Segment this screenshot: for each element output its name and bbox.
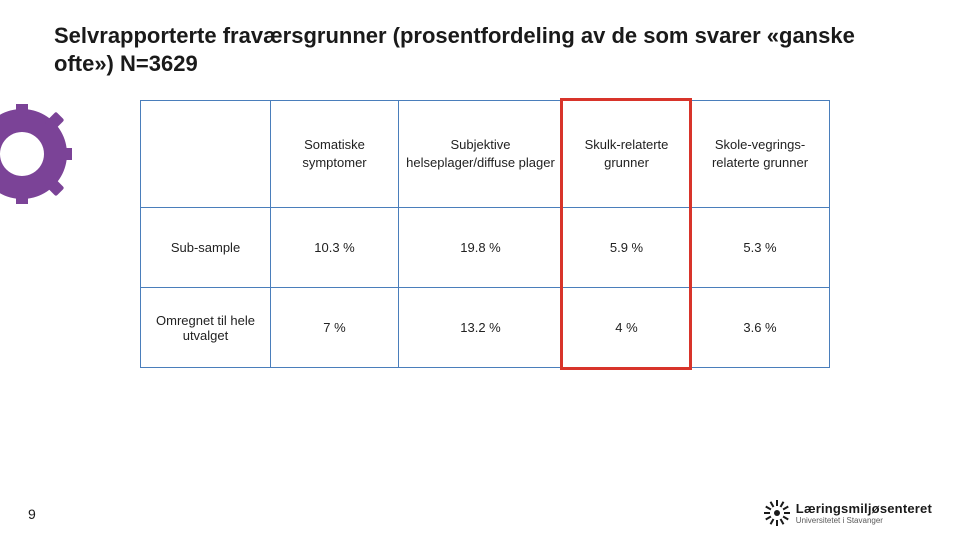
- cell: 5.9 %: [562, 208, 690, 288]
- logo-main: Læringsmiljøsenteret: [796, 502, 932, 515]
- cell: 3.6 %: [690, 288, 830, 368]
- slide: { "title": "Selvrapporterte fraværsgrunn…: [0, 0, 960, 540]
- gear-icon: [0, 104, 72, 204]
- header-skolevegring: Skole-vegrings-relaterte grunner: [690, 100, 830, 208]
- row-label: Sub-sample: [140, 208, 270, 288]
- cell: 7 %: [270, 288, 398, 368]
- header-somatiske: Somatiske symptomer: [270, 100, 398, 208]
- page-number: 9: [28, 506, 36, 522]
- cell: 5.3 %: [690, 208, 830, 288]
- cell: 13.2 %: [398, 288, 562, 368]
- row-label: Omregnet til hele utvalget: [140, 288, 270, 368]
- slide-title: Selvrapporterte fraværsgrunner (prosentf…: [54, 22, 914, 77]
- cell: 19.8 %: [398, 208, 562, 288]
- table-row: Omregnet til hele utvalget 7 % 13.2 % 4 …: [140, 288, 830, 368]
- footer-logo: Læringsmiljøsenteret Universitetet i Sta…: [764, 500, 932, 526]
- table-row: Sub-sample 10.3 % 19.8 % 5.9 % 5.3 %: [140, 208, 830, 288]
- table-header-row: Somatiske symptomer Subjektive helseplag…: [140, 100, 830, 208]
- header-empty: [140, 100, 270, 208]
- header-skulk: Skulk-relaterte grunner: [562, 100, 690, 208]
- header-subjektive: Subjektive helseplager/diffuse plager: [398, 100, 562, 208]
- cell: 4 %: [562, 288, 690, 368]
- logo-sub: Universitetet i Stavanger: [796, 517, 932, 525]
- cell: 10.3 %: [270, 208, 398, 288]
- sunburst-icon: [764, 500, 790, 526]
- table: Somatiske symptomer Subjektive helseplag…: [140, 100, 830, 368]
